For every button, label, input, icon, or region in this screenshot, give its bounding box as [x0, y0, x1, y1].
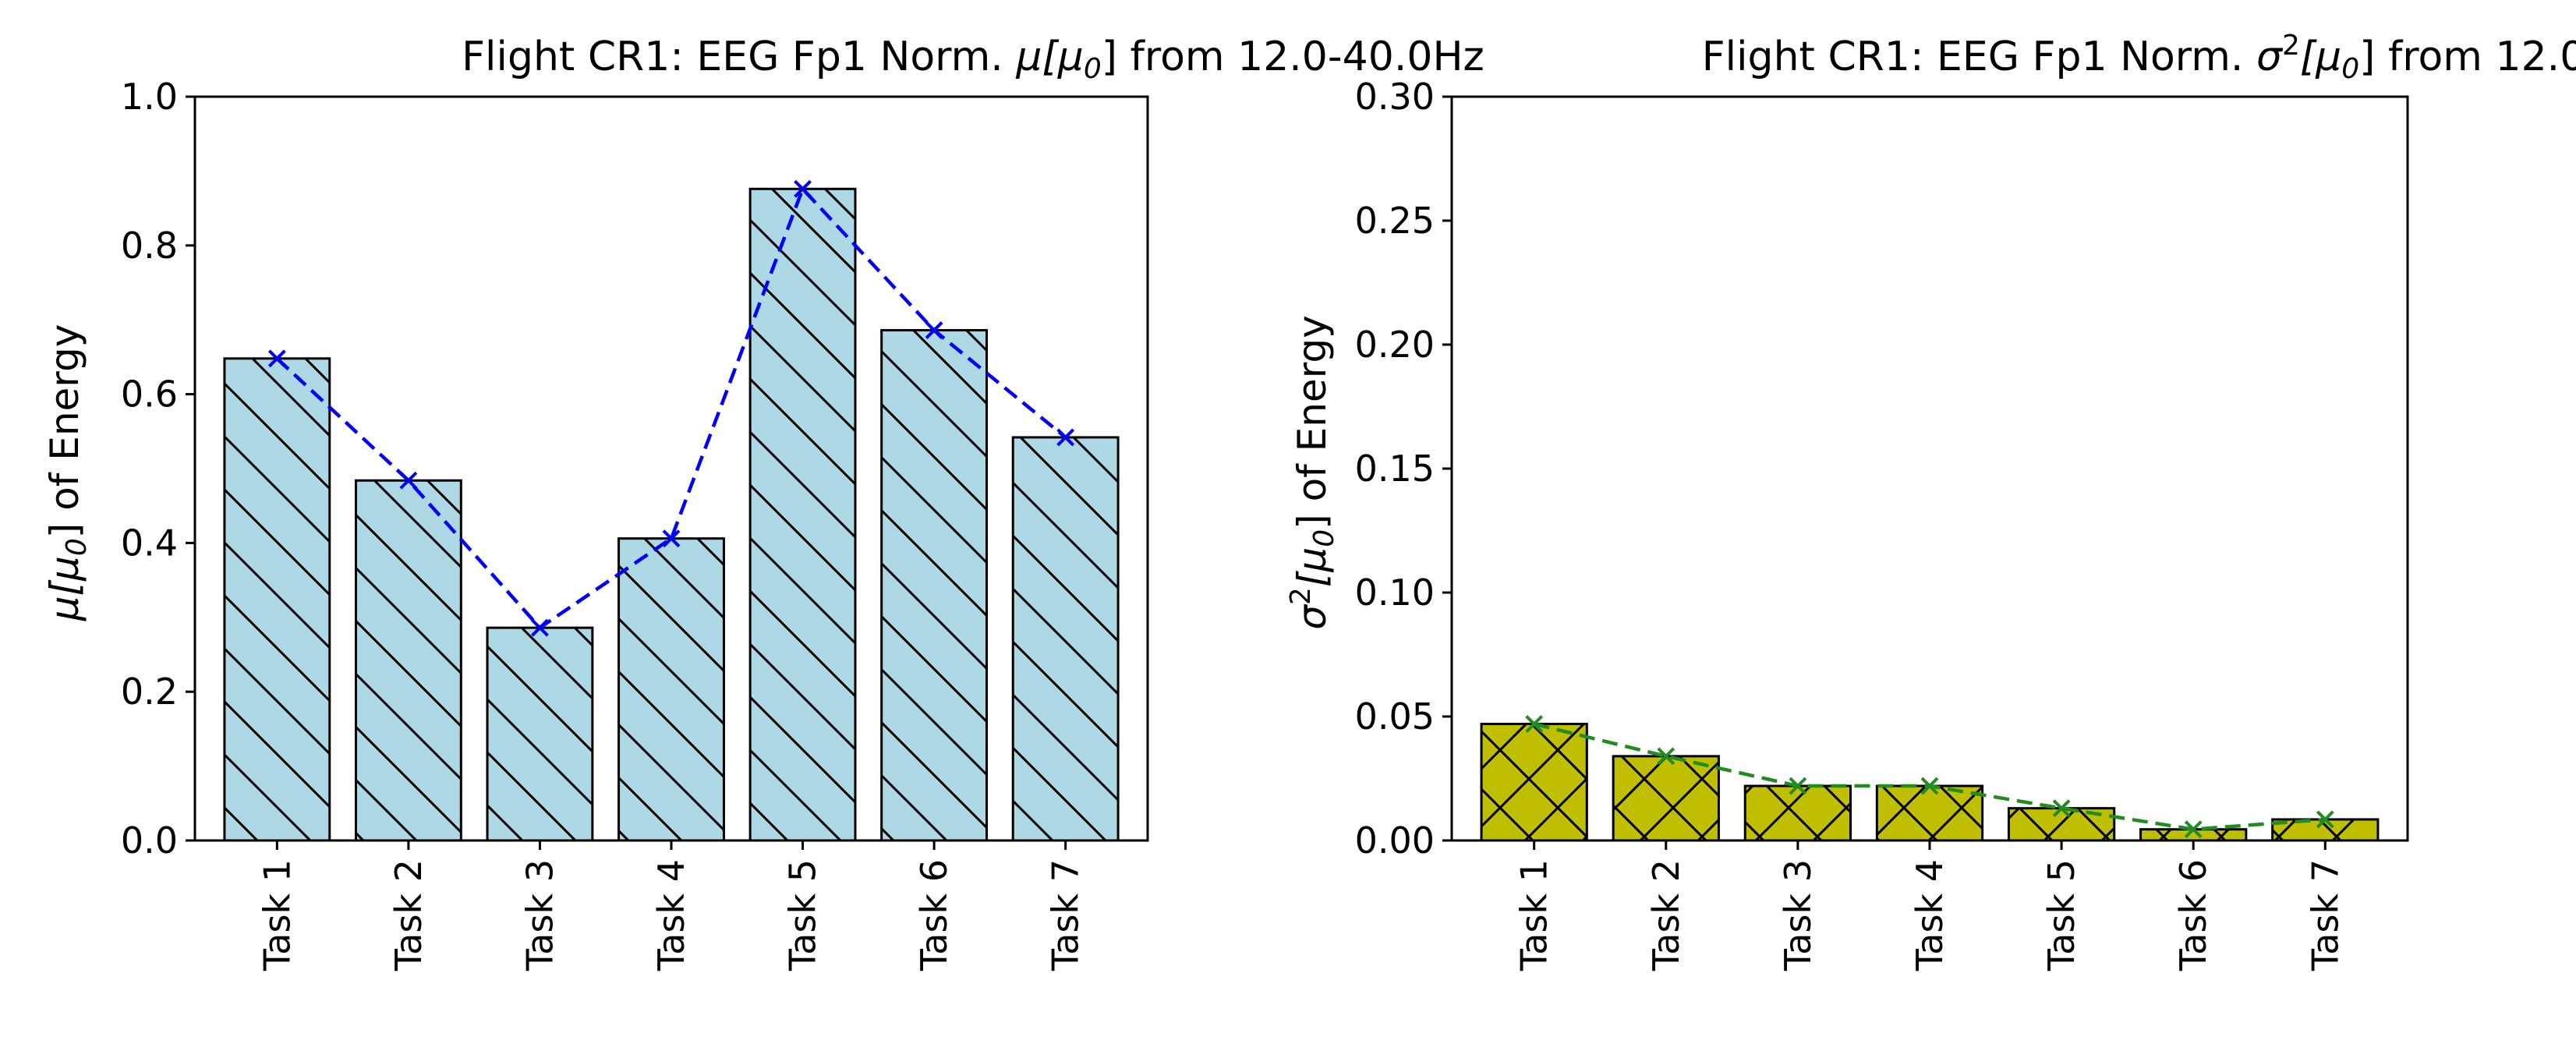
mean-y-tick-label: 1.0	[121, 76, 178, 118]
variance-x-tick-label: Task 7	[2304, 859, 2346, 971]
mean-chart-y-axis-label: μ[μ0] of Energy	[42, 324, 93, 622]
mean-energy-chart: Flight CR1: EEG Fp1 Norm. μ[μ0] from 12.…	[42, 34, 1484, 971]
mean-point-marker-5	[794, 179, 812, 198]
mean-bar-hatch-1	[223, 357, 331, 842]
mean-bar-hatch-2	[354, 479, 462, 842]
mean-point-marker-7	[1056, 428, 1075, 447]
variance-axes-frame	[1450, 95, 2409, 842]
mean-bar-hatch-5	[748, 187, 857, 842]
variance-chart-plot-area: 0.00 0.05 0.10 0.15 0.20 0.25 0.30 Task 1 Task 2…	[1355, 76, 2409, 971]
variance-bar-hatch-2	[1612, 755, 1720, 842]
variance-point-marker-2	[1657, 747, 1675, 766]
mean-point-marker-4	[662, 529, 681, 548]
variance-x-tick-label: Task 2	[1645, 859, 1687, 971]
variance-point-marker-1	[1525, 715, 1544, 733]
variance-energy-chart: Flight CR1: EEG Fp1 Norm. σ2[μ0] from 12…	[1285, 30, 2576, 971]
mean-x-tick-label: Task 6	[913, 859, 955, 971]
variance-x-tick-label: Task 4	[1909, 859, 1951, 971]
mean-point-marker-2	[399, 471, 418, 490]
mean-x-tick-label: Task 7	[1045, 859, 1087, 971]
mean-point-marker-6	[925, 321, 943, 339]
mean-bar-hatch-7	[1011, 436, 1120, 842]
mean-point-marker-3	[531, 618, 549, 637]
variance-chart-y-axis-label: σ2[μ0] of Energy	[1285, 315, 1340, 629]
variance-bar-hatch-7	[2271, 818, 2380, 842]
mean-y-tick-label: 0.4	[121, 522, 178, 564]
variance-x-tick-label: Task 5	[2040, 859, 2082, 971]
variance-point-marker-5	[2052, 799, 2071, 818]
mean-x-tick-label: Task 4	[650, 859, 692, 971]
mean-bar-hatch-4	[617, 537, 725, 842]
variance-x-tick-label: Task 3	[1777, 859, 1819, 971]
mean-x-tick-label: Task 2	[387, 859, 430, 971]
mean-x-tick-label: Task 5	[782, 859, 824, 971]
mean-chart-plot-area: 0.0 0.2 0.4 0.6 0.8 1.0 Task 1 Task 2 Task 3 Task…	[121, 76, 1149, 971]
variance-point-marker-4	[1920, 777, 1939, 795]
variance-point-marker-3	[1789, 777, 1807, 795]
mean-x-tick-label: Task 1	[256, 859, 298, 971]
mean-y-tick-label: 0.0	[121, 819, 178, 862]
mean-y-tick-label: 0.2	[121, 671, 178, 713]
variance-bar-hatch-3	[1743, 784, 1852, 842]
mean-point-marker-1	[267, 349, 286, 368]
mean-x-tick-label: Task 3	[518, 859, 561, 971]
mean-bar-hatch-6	[880, 329, 989, 842]
variance-y-tick-label: 0.05	[1355, 695, 1435, 738]
variance-y-tick-label: 0.00	[1355, 819, 1435, 862]
variance-point-marker-6	[2184, 820, 2203, 839]
mean-y-tick-label: 0.6	[121, 373, 178, 416]
variance-x-tick-label: Task 1	[1513, 859, 1555, 971]
variance-chart-title: Flight CR1: EEG Fp1 Norm. σ2[μ0] from 12…	[1702, 30, 2576, 85]
variance-y-tick-label: 0.10	[1355, 572, 1435, 614]
variance-y-tick-label: 0.15	[1355, 448, 1435, 490]
variance-y-tick-label: 0.20	[1355, 324, 1435, 366]
variance-bar-hatch-4	[1875, 784, 1984, 842]
variance-x-tick-label: Task 6	[2172, 859, 2214, 971]
variance-y-tick-label: 0.30	[1355, 76, 1435, 118]
variance-point-marker-7	[2316, 810, 2334, 829]
variance-y-tick-label: 0.25	[1355, 200, 1435, 242]
mean-bar-hatch-3	[486, 626, 594, 842]
variance-bar-hatch-1	[1480, 723, 1588, 842]
mean-y-tick-label: 0.8	[121, 225, 178, 267]
mean-chart-title: Flight CR1: EEG Fp1 Norm. μ[μ0] from 12.…	[462, 34, 1484, 85]
